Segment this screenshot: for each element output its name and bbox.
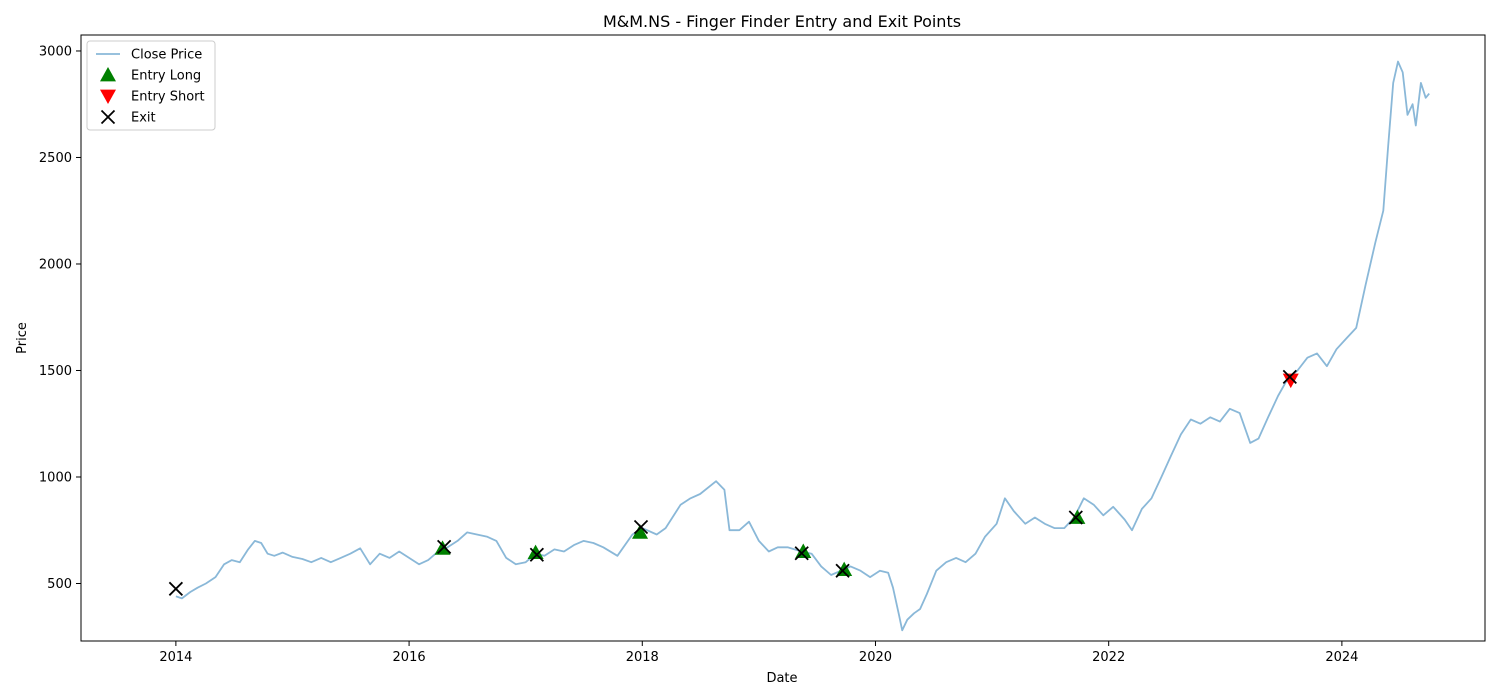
x-tick-label: 2016: [393, 650, 426, 665]
y-tick-label: 2500: [39, 151, 72, 166]
x-tick-label: 2024: [1325, 650, 1358, 665]
exit-marker: [835, 563, 850, 578]
x-axis-label: Date: [766, 671, 797, 686]
y-tick-label: 500: [47, 577, 72, 592]
entry-long-marker: [527, 544, 544, 560]
x-tick-label: 2014: [159, 650, 192, 665]
x-tick-label: 2018: [626, 650, 659, 665]
y-axis-label: Price: [15, 322, 30, 354]
exit-marker: [794, 546, 809, 561]
legend-exit-swatch: [100, 109, 116, 125]
y-tick-label: 1000: [39, 470, 72, 485]
legend-label: Close Price: [131, 48, 202, 63]
legend-label: Entry Short: [131, 90, 205, 105]
plot-area: [168, 60, 1430, 632]
exit-marker: [529, 547, 544, 562]
entry-short-marker: [1282, 373, 1299, 389]
y-tick-label: 2000: [39, 257, 72, 272]
exit-marker: [1068, 510, 1083, 525]
x-tick-label: 2020: [859, 650, 892, 665]
legend-box: [86, 40, 216, 131]
plot-frame: [80, 34, 1486, 642]
legend-label: Entry Long: [131, 69, 201, 84]
legend: Close Price Entry Long Entry Short Exit: [86, 40, 216, 131]
exit-marker: [436, 539, 452, 554]
x-tick-label: 2022: [1092, 650, 1125, 665]
exit-marker: [1282, 369, 1297, 385]
entry-long-marker: [632, 524, 649, 539]
y-axis: 500 1000 1500 2000 2500 3000: [39, 44, 81, 592]
y-tick-label: 3000: [39, 44, 72, 59]
legend-entry-long-swatch: [100, 67, 116, 82]
x-axis: 2014 2016 2018 2020 2022 2024: [159, 641, 1358, 665]
exit-marker: [168, 581, 184, 596]
legend-entry-short-swatch: [100, 89, 116, 104]
chart-title: M&M.NS - Finger Finder Entry and Exit Po…: [603, 12, 961, 31]
exit-marker: [633, 519, 649, 535]
y-tick-label: 1500: [39, 364, 72, 379]
legend-label: Exit: [131, 111, 156, 126]
